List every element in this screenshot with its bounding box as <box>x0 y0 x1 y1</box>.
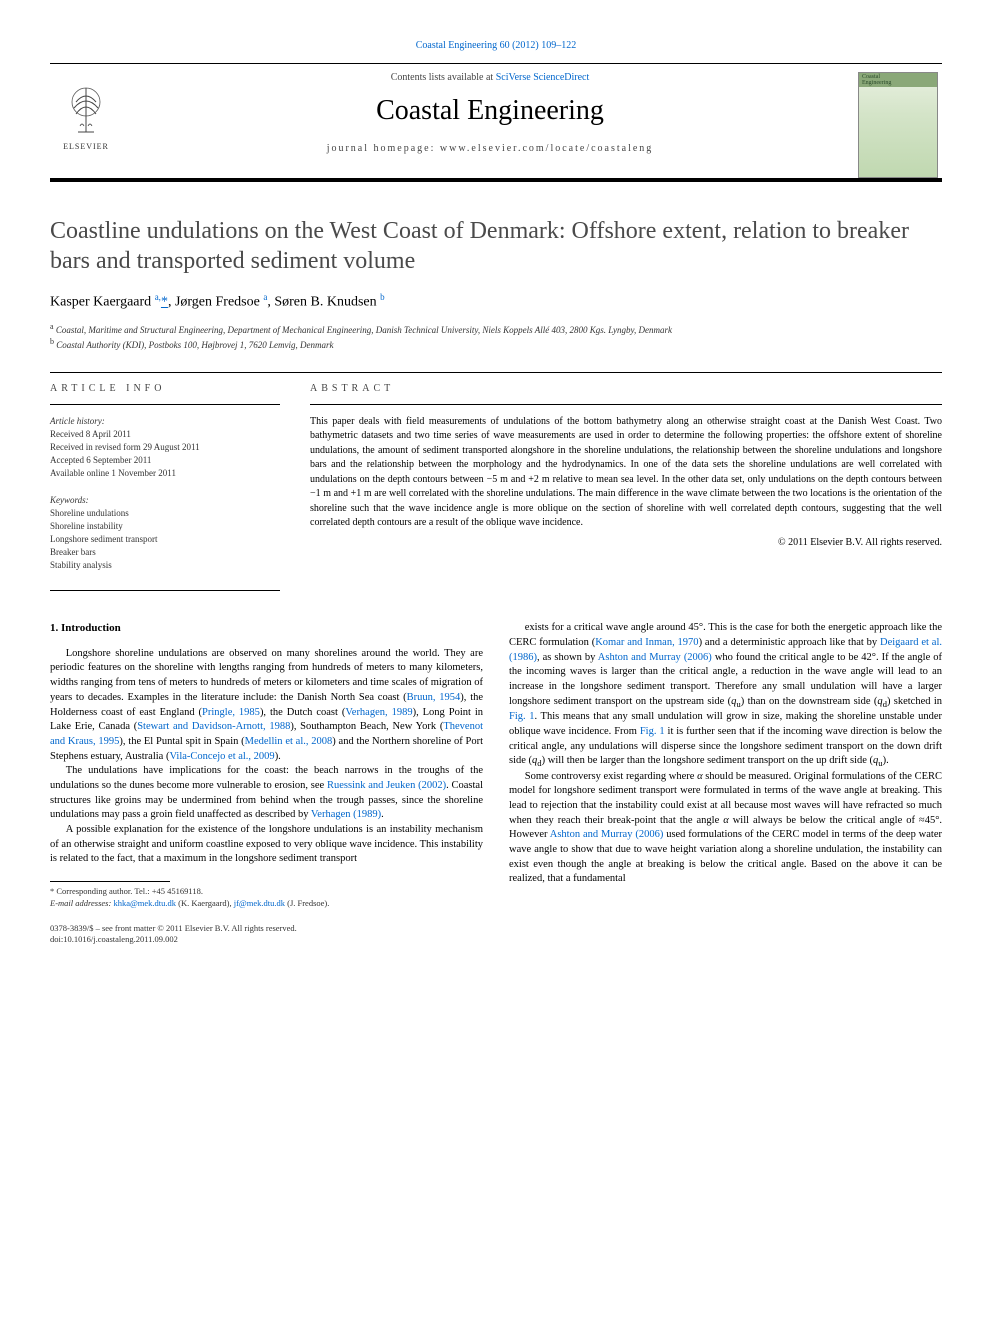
homepage-line: journal homepage: www.elsevier.com/locat… <box>136 143 844 154</box>
ref-ashton-2006-2[interactable]: Ashton and Murray (2006) <box>550 829 664 840</box>
history-revised: Received in revised form 29 August 2011 <box>50 441 280 454</box>
keywords-block: Keywords: Shoreline undulations Shorelin… <box>50 494 280 572</box>
contents-prefix: Contents lists available at <box>391 72 496 83</box>
article-history: Article history: Received 8 April 2011 R… <box>50 415 280 480</box>
ref-bruun-1954[interactable]: Bruun, 1954 <box>407 692 461 703</box>
article-title: Coastline undulations on the West Coast … <box>50 216 942 276</box>
citation-header: Coastal Engineering 60 (2012) 109–122 <box>50 40 942 51</box>
info-divider-bottom <box>50 590 280 591</box>
elsevier-tree-icon <box>58 82 114 138</box>
abstract-heading: abstract <box>310 383 942 394</box>
ref-medellin-2008[interactable]: Medellin et al., 2008 <box>245 736 333 747</box>
email-fredsoe[interactable]: jf@mek.dtu.dk <box>234 898 285 908</box>
abstract-divider <box>310 404 942 405</box>
para-5: Some controversy exist regarding where α… <box>509 770 942 888</box>
affiliations: a Coastal, Maritime and Structural Engin… <box>50 321 942 352</box>
p4-e: ) than on the downstream side ( <box>741 696 878 707</box>
p5-a: Some controversy exist regarding where <box>525 771 697 782</box>
cover-line2: Engineering <box>862 80 891 86</box>
contents-line: Contents lists available at SciVerse Sci… <box>136 72 844 83</box>
email2-who: (J. Fredsoe). <box>285 898 329 908</box>
section-1-heading: 1. Introduction <box>50 621 483 636</box>
author-3-name: Søren B. Knudsen <box>274 295 380 310</box>
footnote-emails: E-mail addresses: khka@mek.dtu.dk (K. Ka… <box>50 898 483 909</box>
publisher-logo-cell: ELSEVIER <box>50 70 122 151</box>
footnote-email-label: E-mail addresses: <box>50 898 111 908</box>
p1-f: ), the El Puntal spit in Spain ( <box>119 736 244 747</box>
authors-line: Kasper Kaergaard a,*, Jørgen Fredsoe a, … <box>50 292 942 311</box>
p4-f: ) sketched in <box>887 696 942 707</box>
ref-pringle-1985[interactable]: Pringle, 1985 <box>202 707 260 718</box>
history-received: Received 8 April 2011 <box>50 428 280 441</box>
author-2-name: Jørgen Fredsoe <box>175 295 263 310</box>
homepage-url: www.elsevier.com/locate/coastaleng <box>440 143 653 154</box>
p1-h: ). <box>275 751 281 762</box>
ref-vilaconcejo-2009[interactable]: Vila-Concejo et al., 2009 <box>169 751 274 762</box>
author-1-name: Kasper Kaergaard <box>50 295 155 310</box>
affil-a-text: Coastal, Maritime and Structural Enginee… <box>54 325 672 335</box>
author-3-affil: b <box>380 292 385 302</box>
corresponding-star[interactable]: * <box>161 295 168 310</box>
p4-b: ) and a deterministic approach like that… <box>699 637 880 648</box>
p4-c: , as shown by <box>537 652 598 663</box>
journal-masthead: ELSEVIER Contents lists available at Sci… <box>50 64 942 182</box>
doi-line: doi:10.1016/j.coastaleng.2011.09.002 <box>50 934 483 945</box>
kw-2: Shoreline instability <box>50 520 280 533</box>
history-accepted: Accepted 6 September 2011 <box>50 454 280 467</box>
p4-i: ) will then be larger than the longshore… <box>542 755 873 766</box>
ref-fig1-2[interactable]: Fig. 1 <box>640 726 665 737</box>
info-divider-top <box>50 372 942 373</box>
keywords-label: Keywords: <box>50 494 280 507</box>
sciencedirect-link[interactable]: SciVerse ScienceDirect <box>496 72 590 83</box>
p4-j: ). <box>883 755 889 766</box>
p1-c: ), the Dutch coast ( <box>260 707 345 718</box>
p1-e: ), Southampton Beach, New York ( <box>290 721 443 732</box>
para-4: exists for a critical wave angle around … <box>509 621 942 769</box>
email-kaergaard[interactable]: khka@mek.dtu.dk <box>113 898 176 908</box>
issn-line: 0378-3839/$ – see front matter © 2011 El… <box>50 923 483 934</box>
author-sep-1: , <box>168 295 175 310</box>
bottom-meta: 0378-3839/$ – see front matter © 2011 El… <box>50 923 483 946</box>
article-info-block: article info Article history: Received 8… <box>50 383 280 573</box>
affiliation-b: b Coastal Authority (KDI), Postboks 100,… <box>50 336 942 352</box>
info-divider-mid <box>50 404 280 405</box>
abstract-text: This paper deals with field measurements… <box>310 415 942 531</box>
email1-who: (K. Kaergaard), <box>176 898 234 908</box>
ref-stewart-1988[interactable]: Stewart and Davidson-Arnott, 1988 <box>137 721 290 732</box>
kw-5: Stability analysis <box>50 559 280 572</box>
article-info-heading: article info <box>50 383 280 394</box>
history-label: Article history: <box>50 415 280 428</box>
affil-b-text: Coastal Authority (KDI), Postboks 100, H… <box>54 340 333 350</box>
kw-3: Longshore sediment transport <box>50 533 280 546</box>
para-2: The undulations have implications for th… <box>50 764 483 823</box>
ref-komar-1970[interactable]: Komar and Inman, 1970 <box>595 637 698 648</box>
para-3: A possible explanation for the existence… <box>50 823 483 867</box>
ref-verhagen-1989-2[interactable]: Verhagen (1989) <box>311 809 381 820</box>
homepage-prefix: journal homepage: <box>327 143 440 154</box>
ref-verhagen-1989[interactable]: Verhagen, 1989 <box>345 707 412 718</box>
footnote-divider <box>50 881 170 882</box>
abstract-block: abstract This paper deals with field mea… <box>310 383 942 573</box>
ref-ashton-2006[interactable]: Ashton and Murray (2006) <box>598 652 712 663</box>
body-columns: 1. Introduction Longshore shoreline undu… <box>50 621 942 946</box>
affiliation-a: a Coastal, Maritime and Structural Engin… <box>50 321 942 337</box>
journal-name: Coastal Engineering <box>136 95 844 127</box>
cover-thumbnail: Coastal Engineering <box>858 72 938 178</box>
footnote-block: * Corresponding author. Tel.: +45 451691… <box>50 881 483 946</box>
history-online: Available online 1 November 2011 <box>50 467 280 480</box>
footnote-corr-text: Corresponding author. Tel.: +45 45169118… <box>56 886 203 896</box>
kw-4: Breaker bars <box>50 546 280 559</box>
para-1: Longshore shoreline undulations are obse… <box>50 647 483 765</box>
p2-c: . <box>381 809 384 820</box>
masthead-center: Contents lists available at SciVerse Sci… <box>136 70 844 154</box>
copyright-line: © 2011 Elsevier B.V. All rights reserved… <box>310 537 942 548</box>
info-abstract-row: article info Article history: Received 8… <box>50 383 942 573</box>
citation-link[interactable]: Coastal Engineering 60 (2012) 109–122 <box>416 40 577 51</box>
footnote-corresponding: * Corresponding author. Tel.: +45 451691… <box>50 886 483 897</box>
publisher-name: ELSEVIER <box>63 142 109 151</box>
cover-cell: Coastal Engineering <box>858 70 942 178</box>
ref-ruessink-2002[interactable]: Ruessink and Jeuken (2002) <box>327 780 446 791</box>
kw-1: Shoreline undulations <box>50 507 280 520</box>
ref-fig1-1[interactable]: Fig. 1 <box>509 711 535 722</box>
